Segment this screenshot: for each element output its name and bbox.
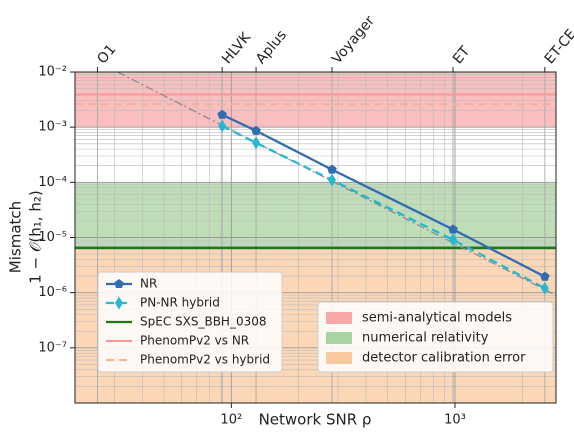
top-tick-label: Voyager <box>329 13 378 67</box>
legend-box <box>97 271 283 373</box>
legend-marker <box>114 279 124 289</box>
marker <box>252 136 261 150</box>
legend-marker <box>115 296 123 310</box>
top-tick-label: Aplus <box>253 27 290 67</box>
marker <box>217 109 227 119</box>
legend-label: PhenomPv2 vs hybrid <box>140 353 270 367</box>
y-axis-label: 1 − 𝒪(h₁, h₂) <box>27 190 45 283</box>
top-tick-label: HLVK <box>219 29 255 67</box>
legend-label: PhenomPv2 vs NR <box>140 334 249 348</box>
y-tick-label: 10⁻³ <box>38 120 67 135</box>
legend-swatch <box>326 312 352 324</box>
x-tick-label: 10³ <box>444 413 466 428</box>
legend-label: detector calibration error <box>362 351 526 366</box>
reference-line <box>117 72 556 296</box>
x-tick-label: 10² <box>220 413 242 428</box>
y-tick-label: 10⁻⁵ <box>38 230 67 245</box>
legend-label: numerical relativity <box>362 331 489 346</box>
x-axis-label: Network SNR ρ <box>259 411 372 429</box>
legend-label: NR <box>140 277 157 291</box>
top-tick-label: ET-CE <box>542 26 574 67</box>
marker <box>540 271 550 281</box>
legend-label: PN-NR hybrid <box>140 296 220 310</box>
marker <box>327 164 337 174</box>
band <box>75 182 556 248</box>
band <box>75 72 556 128</box>
marker <box>540 281 549 295</box>
legend-label: SpEC SXS_BBH_0308 <box>140 315 267 329</box>
y-axis-label: Mismatch <box>7 201 25 273</box>
y-tick-label: 10⁻² <box>38 65 67 80</box>
y-tick-label: 10⁻⁶ <box>38 285 67 300</box>
top-tick-label: O1 <box>94 42 119 68</box>
legend: semi-analytical models numerical relativi… <box>317 301 554 373</box>
marker <box>251 125 261 135</box>
legend-swatch <box>326 352 352 364</box>
y-tick-label: 10⁻⁷ <box>38 340 67 355</box>
legend: NR PN-NR hybrid SpEC SXS_BBH_0308 PhenomPv2… <box>97 271 283 373</box>
marker <box>218 119 227 133</box>
legend-box <box>317 301 554 373</box>
legend-swatch <box>326 332 352 344</box>
marker <box>328 173 337 187</box>
marker <box>448 224 458 234</box>
top-tick-label: ET <box>450 43 474 67</box>
legend-label: semi-analytical models <box>362 311 512 326</box>
y-tick-label: 10⁻⁴ <box>38 175 67 190</box>
marker <box>448 233 457 247</box>
